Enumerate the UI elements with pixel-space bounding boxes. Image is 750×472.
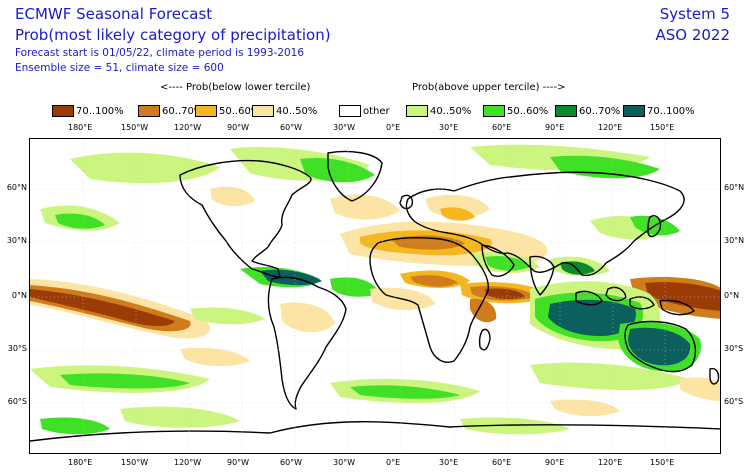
legend-item: 60..70% (138, 104, 203, 118)
legend-swatch (483, 105, 505, 117)
latitude-label: 60°N (6, 183, 27, 192)
longitude-label: 90°E (545, 458, 565, 467)
coastlines (30, 150, 720, 442)
legend-swatch (52, 105, 74, 117)
color-legend: 70..100% 60..70% 50..60% 40..50% other 40..50… (0, 104, 750, 118)
latitude-label: 30°S (7, 344, 27, 353)
map-panel (29, 138, 721, 454)
latitude-label: 60°S (7, 397, 27, 406)
legend-swatch (339, 105, 361, 117)
longitude-label: 90°W (227, 458, 250, 467)
legend-item: 40..50% (406, 104, 471, 118)
latitude-label: 0°N (11, 291, 27, 300)
legend-label: 50..60% (507, 105, 549, 117)
legend-swatch (252, 105, 274, 117)
map-subtitle: Prob(most likely category of precipitati… (15, 26, 331, 44)
map-graticule (30, 139, 720, 453)
longitude-label: 30°E (439, 458, 459, 467)
legend-above-header: Prob(above upper tercile) ----> (412, 82, 566, 93)
legend-label: 70..100% (76, 105, 124, 117)
precipitation-map (30, 139, 720, 453)
longitude-label: 30°E (439, 123, 459, 132)
legend-item: 40..50% (252, 104, 317, 118)
longitude-label: 150°E (650, 123, 675, 132)
legend-label: 50..60% (219, 105, 261, 117)
legend-label: other (363, 105, 390, 117)
legend-item: 50..60% (195, 104, 260, 118)
legend-label: 70..100% (647, 105, 695, 117)
latitude-label: 30°N (6, 236, 27, 245)
longitude-label: 0°E (386, 123, 401, 132)
legend-swatch (623, 105, 645, 117)
legend-item: 60..70% (555, 104, 620, 118)
forecast-start-line: Forecast start is 01/05/22, climate peri… (15, 47, 305, 59)
legend-label: 40..50% (276, 105, 318, 117)
legend-item: 70..100% (623, 104, 695, 118)
longitude-label: 90°W (227, 123, 250, 132)
longitude-label: 60°E (492, 458, 512, 467)
probability-shading (30, 144, 720, 435)
longitude-label: 60°W (280, 123, 303, 132)
legend-below-header: <---- Prob(below lower tercile) (160, 82, 311, 93)
longitude-label: 30°W (333, 458, 356, 467)
longitude-label: 180°E (68, 123, 93, 132)
latitude-label: 0°N (724, 291, 740, 300)
longitude-label: 120°W (174, 458, 202, 467)
longitude-label: 90°E (545, 123, 565, 132)
legend-item: 50..60% (483, 104, 548, 118)
longitude-label: 120°E (598, 123, 623, 132)
legend-label: 60..70% (579, 105, 621, 117)
longitude-label: 30°W (333, 123, 356, 132)
season-label: ASO 2022 (655, 26, 730, 44)
legend-item: 70..100% (52, 104, 124, 118)
legend-swatch (555, 105, 577, 117)
latitude-label: 30°N (724, 236, 745, 245)
longitude-label: 150°E (650, 458, 675, 467)
legend-swatch (406, 105, 428, 117)
longitude-label: 120°E (598, 458, 623, 467)
longitude-label: 120°W (174, 123, 202, 132)
legend-swatch (138, 105, 160, 117)
ensemble-size-line: Ensemble size = 51, climate size = 600 (15, 62, 224, 74)
legend-label: 40..50% (430, 105, 472, 117)
system-label: System 5 (659, 5, 730, 23)
legend-item: other (339, 104, 390, 118)
map-title: ECMWF Seasonal Forecast (15, 5, 213, 23)
latitude-label: 60°S (724, 397, 744, 406)
longitude-label: 0°E (386, 458, 401, 467)
longitude-label: 60°W (280, 458, 303, 467)
legend-swatch (195, 105, 217, 117)
longitude-label: 60°E (492, 123, 512, 132)
latitude-label: 60°N (724, 183, 745, 192)
longitude-label: 150°W (121, 123, 149, 132)
latitude-label: 30°S (724, 344, 744, 353)
longitude-label: 180°E (68, 458, 93, 467)
legend-label: 60..70% (162, 105, 204, 117)
longitude-label: 150°W (121, 458, 149, 467)
